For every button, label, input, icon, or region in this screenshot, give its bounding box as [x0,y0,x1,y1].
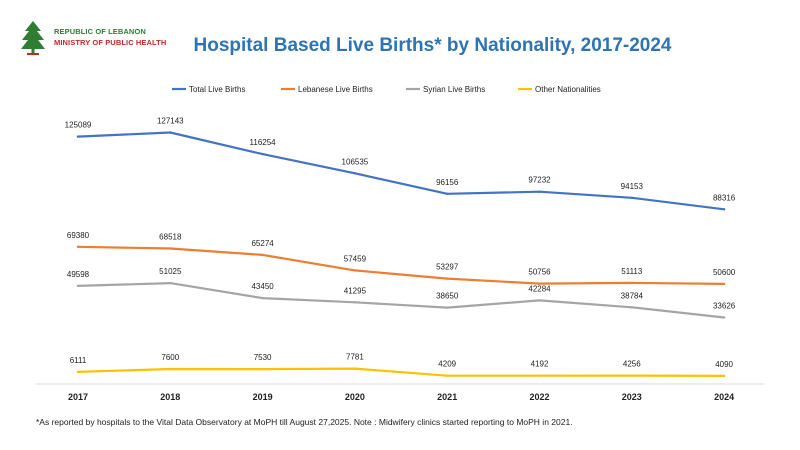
data-label: 53297 [436,263,459,272]
data-point [353,269,357,272]
data-label: 116254 [250,138,277,147]
cedar-emblem-icon [18,18,48,56]
data-label: 43450 [251,282,274,291]
data-point [76,245,80,248]
logo-text-republic: REPUBLIC OF LEBANON [54,27,146,36]
legend-label: Syrian Live Births [423,85,485,94]
data-label: 68518 [159,233,182,242]
data-label: 106535 [342,157,369,166]
data-point [261,152,264,156]
data-point [630,306,633,309]
data-point [722,374,726,378]
data-label: 42284 [528,284,551,293]
data-label: 41295 [344,286,367,295]
data-label: 51113 [621,267,643,276]
data-point [169,131,172,134]
x-tick-label: 2024 [714,392,734,402]
data-point [169,281,172,285]
x-tick-label: 2019 [253,392,273,402]
data-point [261,367,264,371]
data-label: 7530 [254,353,272,362]
data-label: 51025 [159,267,182,276]
data-point [446,374,449,377]
data-label: 38650 [436,292,459,301]
legend-label: Lebanese Live Births [298,85,373,94]
data-point [538,282,541,285]
data-label: 33626 [713,302,736,311]
data-label: 125089 [65,121,92,130]
data-point [630,281,633,285]
x-tick-label: 2022 [529,392,549,402]
data-point [538,374,541,377]
legend-label: Other Nationalities [535,85,601,94]
data-point [353,301,357,304]
data-label: 127143 [157,117,184,126]
data-label: 4192 [531,360,549,369]
data-point [722,282,726,286]
data-point [353,367,357,370]
data-label: 57459 [344,254,367,263]
ministry-logo: REPUBLIC OF LEBANON MINISTRY OF PUBLIC H… [14,18,166,58]
data-point [446,277,449,280]
data-label: 4256 [623,360,641,369]
x-tick-label: 2021 [437,392,457,402]
series-line [76,131,726,211]
data-point [538,190,541,193]
data-label: 49598 [67,270,90,279]
x-tick-label: 2017 [68,392,88,402]
data-point [76,284,80,288]
series-line [76,367,726,377]
data-label: 6111 [70,356,87,365]
chart-title: Hospital Based Live Births* by Nationali… [193,35,672,56]
data-point [169,247,172,250]
data-label: 4209 [438,360,456,369]
data-label: 88316 [713,193,736,202]
data-label: 38784 [621,291,644,300]
data-point [630,374,633,377]
data-point [630,196,633,199]
x-tick-label: 2018 [160,392,180,402]
data-label: 94153 [621,182,644,191]
data-point [446,192,449,195]
data-point [722,316,726,319]
series-line [76,245,726,285]
data-point [76,370,80,374]
footnote: *As reported by hospitals to the Vital D… [36,417,573,427]
data-label: 96156 [436,178,459,187]
data-point [446,306,449,309]
data-point [353,172,357,175]
data-point [538,299,541,302]
data-point [722,208,726,211]
data-point [261,253,264,257]
data-label: 50600 [713,268,736,277]
series-line [76,282,726,319]
data-point [169,367,172,371]
logo-text-ministry: MINISTRY OF PUBLIC HEALTH [54,38,167,47]
x-tick-label: 2020 [345,392,365,402]
data-label: 7600 [161,353,179,362]
x-tick-label: 2023 [622,392,642,402]
data-point [261,296,264,300]
data-label: 69380 [67,231,90,240]
data-point [76,135,80,138]
data-label: 4090 [715,360,733,369]
data-label: 97232 [528,176,551,185]
data-label: 65274 [251,239,274,248]
data-label: 50756 [528,268,551,277]
data-label: 7781 [346,353,364,362]
legend-label: Total Live Births [189,85,245,94]
